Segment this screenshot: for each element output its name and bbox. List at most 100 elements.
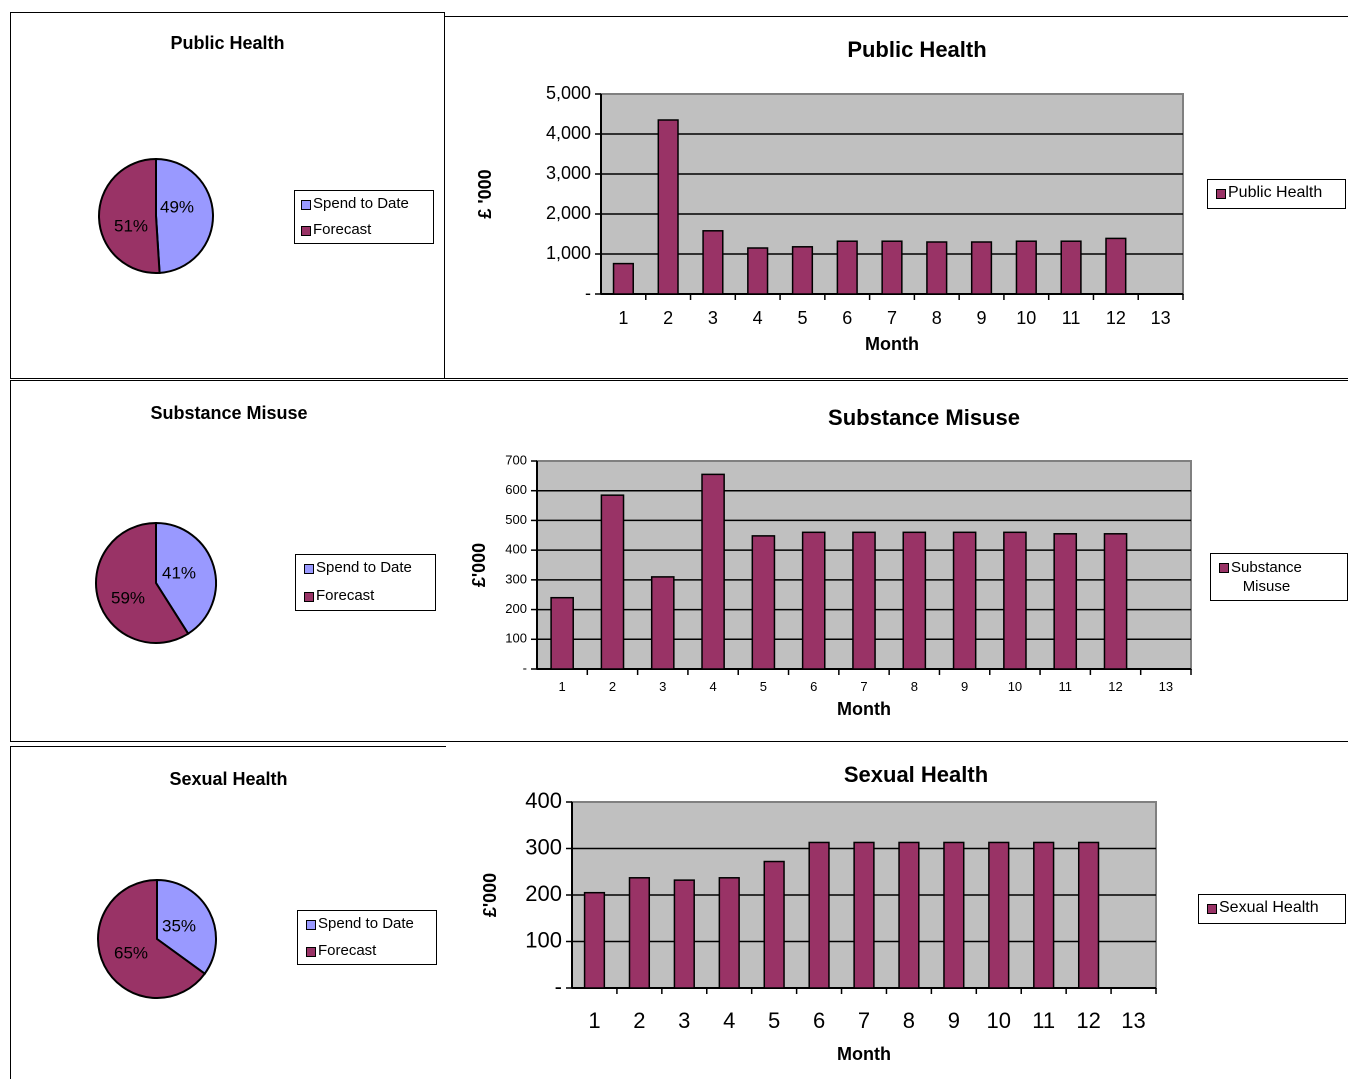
x-tick-label: 6	[810, 679, 817, 694]
y-tick-label: 600	[505, 482, 527, 497]
pie-slice-spend	[155, 157, 214, 274]
legend-swatch-forecast	[301, 226, 311, 236]
bar	[600, 494, 625, 670]
x-tick-label: 9	[961, 679, 968, 694]
legend-swatch	[1207, 904, 1217, 914]
x-tick-label: 3	[678, 1008, 690, 1033]
legend-label: Public Health	[1228, 184, 1323, 201]
x-axis-title: Month	[837, 699, 891, 719]
pie-slice-label: 41%	[162, 563, 196, 582]
x-tick-label: 3	[708, 308, 718, 328]
bar-panel-sexual-health: Sexual Health -100 200 300 400 1 2 3 4 5 6 7 8 9 10 11…	[446, 742, 1348, 1079]
legend-swatch-forecast	[306, 947, 316, 957]
legend-item-forecast: Forecast	[301, 221, 427, 239]
pie-chart: 49% 51%	[98, 157, 214, 274]
legend-label: Forecast	[316, 587, 375, 604]
legend-item: Public Health	[1216, 184, 1337, 202]
pie-slice-spend	[156, 878, 217, 976]
y-tick-label: -	[555, 974, 562, 999]
x-tick-label: 5	[768, 1008, 780, 1033]
bar-legend: Public Health	[1207, 179, 1346, 209]
y-tick-label: 1,000	[546, 243, 591, 263]
legend-swatch-spend	[301, 200, 311, 210]
x-tick-label: 7	[887, 308, 897, 328]
y-tick-label: -	[523, 660, 527, 675]
y-tick-label: 400	[505, 542, 527, 557]
bar	[701, 473, 725, 670]
bar-legend: Substance Misuse	[1210, 553, 1348, 601]
pie-title: Public Health	[170, 33, 285, 53]
x-tick-label: 10	[1008, 679, 1022, 694]
bar-title: Substance Misuse	[828, 405, 1020, 430]
bar	[808, 841, 830, 989]
bar-panel-substance-misuse: Substance Misuse - 100 200 300 400 500 600 700 1…	[447, 380, 1348, 742]
pie-legend: Spend to Date Forecast	[295, 554, 436, 611]
bar	[988, 841, 1010, 989]
bar	[747, 247, 769, 295]
x-tick-label: 10	[1016, 308, 1036, 328]
x-tick-label: 6	[813, 1008, 825, 1033]
bar-panel-public-health: Public Health - 1,000 2,000 3,000 4,000 5,000…	[444, 16, 1348, 379]
y-tick-label: 2,000	[546, 203, 591, 223]
x-tick-label: 7	[860, 679, 867, 694]
bar	[1003, 531, 1027, 670]
bar	[970, 241, 993, 295]
bar	[836, 240, 858, 295]
bar-legend: Sexual Health	[1198, 894, 1346, 924]
y-tick-label: 5,000	[546, 83, 591, 103]
bar	[673, 879, 695, 989]
y-tick-label: 700	[505, 452, 527, 467]
bar-title: Public Health	[847, 37, 987, 62]
x-tick-label: 9	[977, 308, 987, 328]
legend-label: Forecast	[313, 221, 372, 238]
legend-item: Substance Misuse	[1219, 558, 1339, 596]
x-tick-label: 13	[1151, 308, 1171, 328]
y-axis-title: £'000	[469, 543, 489, 587]
x-axis-title: Month	[837, 1044, 891, 1064]
legend-swatch-spend	[304, 564, 314, 574]
pie-slice-label: 49%	[160, 197, 194, 216]
y-tick-label: 200	[505, 601, 527, 616]
legend-label: Substance Misuse	[1231, 559, 1302, 595]
bar	[583, 891, 606, 989]
bar-title: Sexual Health	[843, 762, 989, 787]
bar	[853, 841, 875, 989]
x-tick-label: 5	[760, 679, 767, 694]
legend-swatch	[1219, 563, 1229, 573]
bar	[550, 596, 574, 670]
legend-swatch-forecast	[304, 592, 314, 602]
x-tick-label: 2	[633, 1008, 645, 1033]
y-tick-label: 100	[505, 631, 527, 646]
y-tick-label: 4,000	[546, 123, 591, 143]
bar	[791, 246, 814, 295]
x-tick-label: 3	[659, 679, 666, 694]
pie-title: Substance Misuse	[150, 403, 308, 423]
y-axis-title: £'000	[480, 873, 500, 917]
legend-item-spend: Spend to Date	[301, 195, 427, 213]
pie-slice-label: 65%	[114, 943, 148, 962]
pie-legend: Spend to Date Forecast	[297, 910, 437, 965]
pie-legend: Spend to Date Forecast	[294, 190, 434, 244]
y-tick-label: 3,000	[546, 163, 591, 183]
legend-label: Forecast	[318, 942, 377, 959]
x-tick-label: 4	[723, 1008, 735, 1033]
x-tick-label: 2	[663, 308, 673, 328]
legend-label: Spend to Date	[316, 559, 412, 576]
bar	[1015, 240, 1037, 295]
x-tick-label: 12	[1106, 308, 1126, 328]
bar	[852, 531, 876, 670]
bar	[1105, 237, 1127, 295]
y-tick-label: 200	[525, 881, 562, 906]
x-tick-label: 13	[1159, 679, 1173, 694]
x-tick-label: 12	[1108, 679, 1122, 694]
x-tick-label: 1	[588, 1008, 600, 1033]
y-tick-label: 400	[525, 788, 562, 813]
y-tick-label: 500	[505, 512, 527, 527]
legend-swatch	[1216, 189, 1226, 199]
x-tick-label: 11	[1062, 308, 1081, 328]
y-tick-label: 300	[505, 571, 527, 586]
bar	[801, 531, 826, 670]
